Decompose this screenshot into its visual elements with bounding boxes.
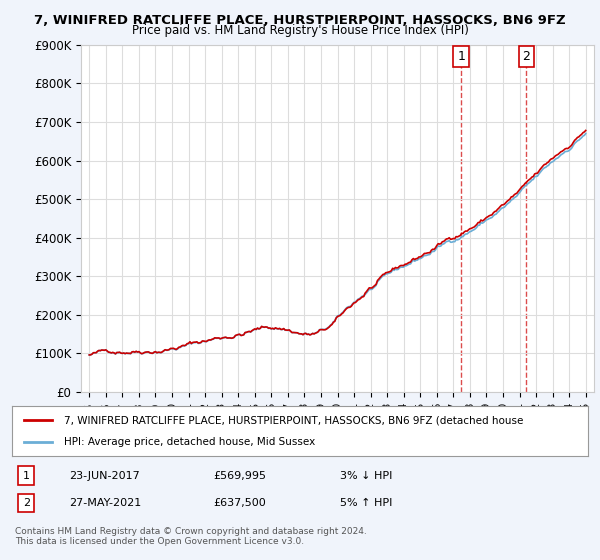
Text: 7, WINIFRED RATCLIFFE PLACE, HURSTPIERPOINT, HASSOCKS, BN6 9FZ: 7, WINIFRED RATCLIFFE PLACE, HURSTPIERPO… xyxy=(34,14,566,27)
Text: 2: 2 xyxy=(23,498,30,508)
Text: 23-JUN-2017: 23-JUN-2017 xyxy=(70,471,140,481)
Text: 2: 2 xyxy=(523,50,530,63)
Text: Contains HM Land Registry data © Crown copyright and database right 2024.
This d: Contains HM Land Registry data © Crown c… xyxy=(15,526,367,546)
Text: 7, WINIFRED RATCLIFFE PLACE, HURSTPIERPOINT, HASSOCKS, BN6 9FZ (detached house: 7, WINIFRED RATCLIFFE PLACE, HURSTPIERPO… xyxy=(64,415,523,425)
Text: 1: 1 xyxy=(23,471,30,481)
Text: HPI: Average price, detached house, Mid Sussex: HPI: Average price, detached house, Mid … xyxy=(64,437,315,447)
Text: £637,500: £637,500 xyxy=(214,498,266,508)
Text: £569,995: £569,995 xyxy=(214,471,266,481)
Text: 27-MAY-2021: 27-MAY-2021 xyxy=(70,498,142,508)
Text: 1: 1 xyxy=(457,50,465,63)
Text: 3% ↓ HPI: 3% ↓ HPI xyxy=(340,471,392,481)
Text: Price paid vs. HM Land Registry's House Price Index (HPI): Price paid vs. HM Land Registry's House … xyxy=(131,24,469,37)
Text: 5% ↑ HPI: 5% ↑ HPI xyxy=(340,498,392,508)
